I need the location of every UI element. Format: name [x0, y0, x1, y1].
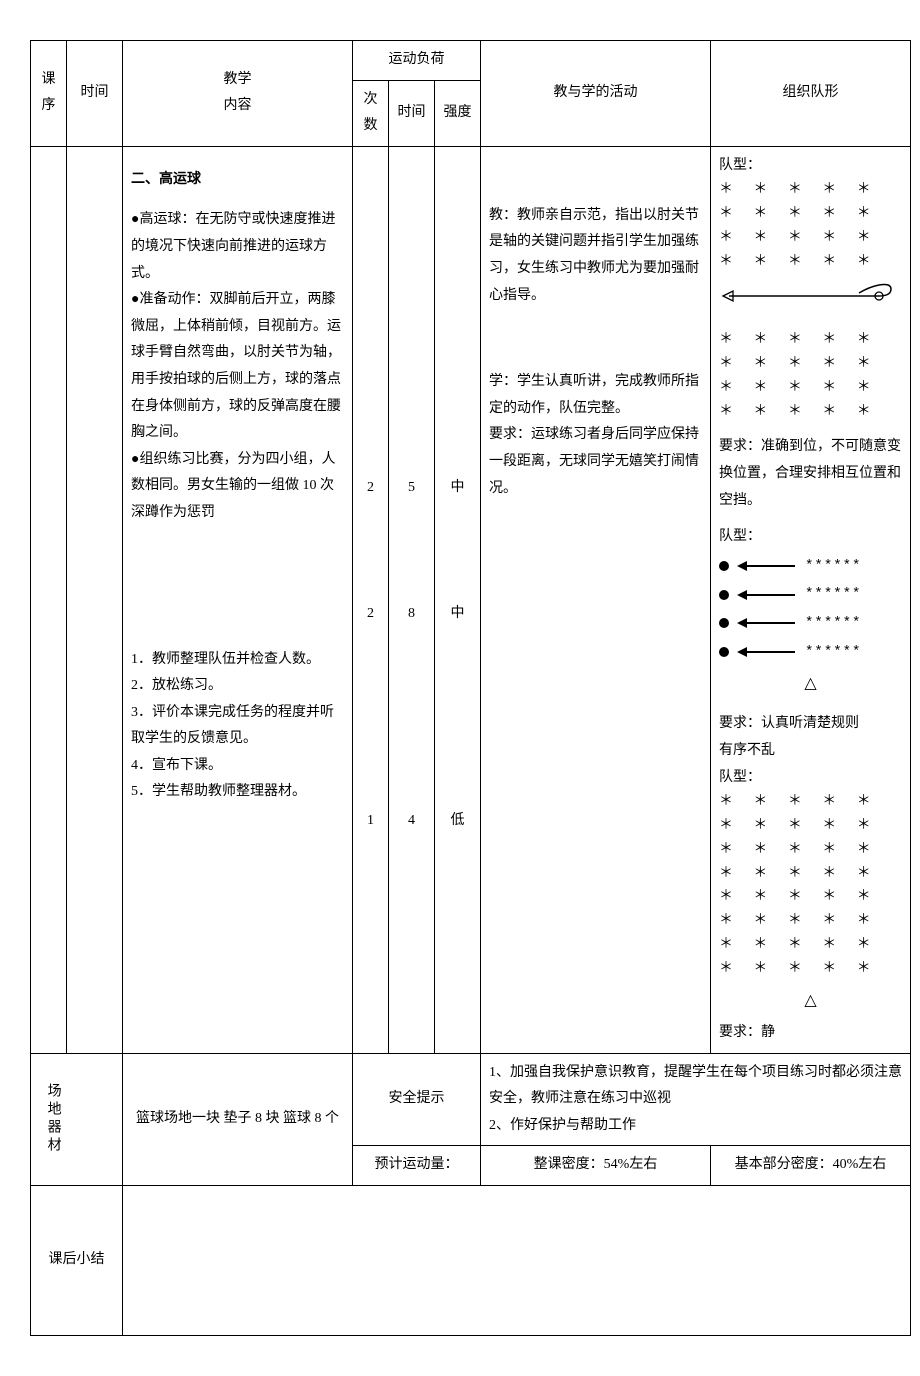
predict-label-cell: 预计运动量：: [353, 1146, 481, 1186]
dot-icon: [719, 590, 729, 600]
formation-path-diagram: [719, 279, 902, 324]
header-seq: 课序: [31, 41, 67, 147]
lesson-plan-table: 课序 时间 教学 内容 运动负荷 教与学的活动 组织队形 次数 时间 强度 二、…: [30, 40, 911, 1336]
group-stars: ******: [805, 610, 861, 637]
group-stars: ******: [805, 581, 861, 608]
formation-stars-b4: ＊ ＊ ＊ ＊ ＊ ＊ ＊ ＊ ＊ ＊: [719, 934, 902, 982]
content-end1: 1．教师整理队伍并检查人数。: [131, 647, 344, 674]
density-all-cell: 整课密度：54%左右: [481, 1146, 711, 1186]
formation-stars-3: ＊ ＊ ＊ ＊ ＊ ＊ ＊ ＊ ＊ ＊: [719, 329, 902, 377]
dot-icon: [719, 618, 729, 628]
content-end5: 5．学生帮助教师整理器材。: [131, 779, 344, 806]
header-content: 教学 内容: [123, 41, 353, 147]
safety-line1: 1、加强自我保护意识教育，提醒学生在每个项目练习时都必须注意安全，教师注意在练习…: [489, 1060, 902, 1113]
formation-stars-1: ＊ ＊ ＊ ＊ ＊ ＊ ＊ ＊ ＊ ＊: [719, 179, 902, 227]
formation-stars-2: ＊ ＊ ＊ ＊ ＊ ＊ ＊ ＊ ＊ ＊: [719, 227, 902, 275]
dot-icon: [719, 647, 729, 657]
content-cell: 二、高运球 ●高运球：在无防守或快速度推进的境况下快速向前推进的运球方式。 ●准…: [123, 146, 353, 1053]
formation-group-4: ******: [719, 639, 902, 666]
activity-req: 要求：运球练习者身后同学应保持一段距离，无球同学无嬉笑打闹情况。: [489, 422, 702, 502]
dur-cell: 5 8 4: [389, 146, 435, 1053]
content-p3: ●组织练习比赛，分为四小组，人数相同。男女生输的一组做 10 次深蹲作为惩罚: [131, 447, 344, 527]
content-p1: ●高运球：在无防守或快速度推进的境况下快速向前推进的运球方式。: [131, 207, 344, 287]
header-load: 运动负荷: [353, 41, 481, 81]
header-count: 次数: [353, 80, 389, 146]
summary-label-cell: 课后小结: [31, 1186, 123, 1336]
activity-learn: 学：学生认真听讲，完成教师所指定的动作，队伍完整。: [489, 369, 702, 422]
load-r1-count: 2: [361, 475, 380, 502]
header-intensity: 强度: [435, 80, 481, 146]
load-r2-count: 2: [361, 601, 380, 628]
formation-req3: 要求：静: [719, 1020, 902, 1047]
formation-req2: 要求：认真听清楚规则: [719, 711, 902, 738]
group-stars: ******: [805, 639, 861, 666]
formation-group-2: ******: [719, 581, 902, 608]
dot-icon: [719, 561, 729, 571]
formation-group-1: ******: [719, 553, 902, 580]
load-r1-dur: 5: [397, 475, 426, 502]
safety-text-cell: 1、加强自我保护意识教育，提醒学生在每个项目练习时都必须注意安全，教师注意在练习…: [481, 1053, 911, 1146]
content-end3: 3．评价本课完成任务的程度并听取学生的反馈意见。: [131, 700, 344, 753]
density-main-cell: 基本部分密度：40%左右: [711, 1146, 911, 1186]
arrow-left-icon: [737, 560, 797, 572]
safety-label-cell: 安全提示: [353, 1053, 481, 1146]
venue-text-cell: 篮球场地一块 垫子 8 块 篮球 8 个: [123, 1053, 353, 1185]
time-cell: [67, 146, 123, 1053]
formation-label-3: 队型：: [719, 765, 902, 792]
load-r3-count: 1: [361, 808, 380, 835]
triangle-icon-2: △: [719, 986, 902, 1016]
load-r2-dur: 8: [397, 601, 426, 628]
formation-stars-b3: ＊ ＊ ＊ ＊ ＊ ＊ ＊ ＊ ＊ ＊: [719, 886, 902, 934]
content-title: 二、高运球: [131, 172, 201, 187]
group-stars: ******: [805, 553, 861, 580]
header-dur: 时间: [389, 80, 435, 146]
safety-line2: 2、作好保护与帮助工作: [489, 1113, 902, 1140]
content-end2: 2．放松练习。: [131, 673, 344, 700]
load-r3-dur: 4: [397, 808, 426, 835]
load-r1-int: 中: [443, 475, 472, 502]
arrow-left-icon: [737, 589, 797, 601]
count-cell: 2 2 1: [353, 146, 389, 1053]
formation-label-2: 队型：: [719, 524, 902, 551]
formation-stars-4: ＊ ＊ ＊ ＊ ＊ ＊ ＊ ＊ ＊ ＊: [719, 377, 902, 425]
header-activity: 教与学的活动: [481, 41, 711, 147]
seq-cell: [31, 146, 67, 1053]
activity-cell: 教：教师亲自示范，指出以肘关节是轴的关键问题并指引学生加强练习，女生练习中教师尤…: [481, 146, 711, 1053]
formation-label-1: 队型：: [719, 153, 902, 180]
summary-content-cell: [123, 1186, 911, 1336]
header-time: 时间: [67, 41, 123, 147]
venue-label-cell: 场地器材: [31, 1053, 123, 1185]
formation-group-3: ******: [719, 610, 902, 637]
triangle-icon: △: [719, 669, 902, 699]
load-r3-int: 低: [443, 808, 472, 835]
header-formation: 组织队形: [711, 41, 911, 147]
content-end4: 4．宣布下课。: [131, 753, 344, 780]
content-p2: ●准备动作：双脚前后开立，两膝微屈，上体稍前倾，目视前方。运球手臂自然弯曲，以肘…: [131, 287, 344, 447]
formation-cell: 队型： ＊ ＊ ＊ ＊ ＊ ＊ ＊ ＊ ＊ ＊ ＊ ＊ ＊ ＊ ＊ ＊ ＊ ＊ …: [711, 146, 911, 1053]
load-r2-int: 中: [443, 601, 472, 628]
formation-stars-b2: ＊ ＊ ＊ ＊ ＊ ＊ ＊ ＊ ＊ ＊: [719, 839, 902, 887]
intensity-cell: 中 中 低: [435, 146, 481, 1053]
venue-label: 场地器材: [39, 1083, 66, 1155]
formation-req1: 要求：准确到位，不可随意变换位置，合理安排相互位置和空挡。: [719, 434, 902, 514]
arrow-left-icon: [737, 646, 797, 658]
formation-req2b: 有序不乱: [719, 738, 902, 765]
activity-teach: 教：教师亲自示范，指出以肘关节是轴的关键问题并指引学生加强练习，女生练习中教师尤…: [489, 203, 702, 309]
arrow-left-icon: [737, 617, 797, 629]
formation-stars-b1: ＊ ＊ ＊ ＊ ＊ ＊ ＊ ＊ ＊ ＊: [719, 791, 902, 839]
